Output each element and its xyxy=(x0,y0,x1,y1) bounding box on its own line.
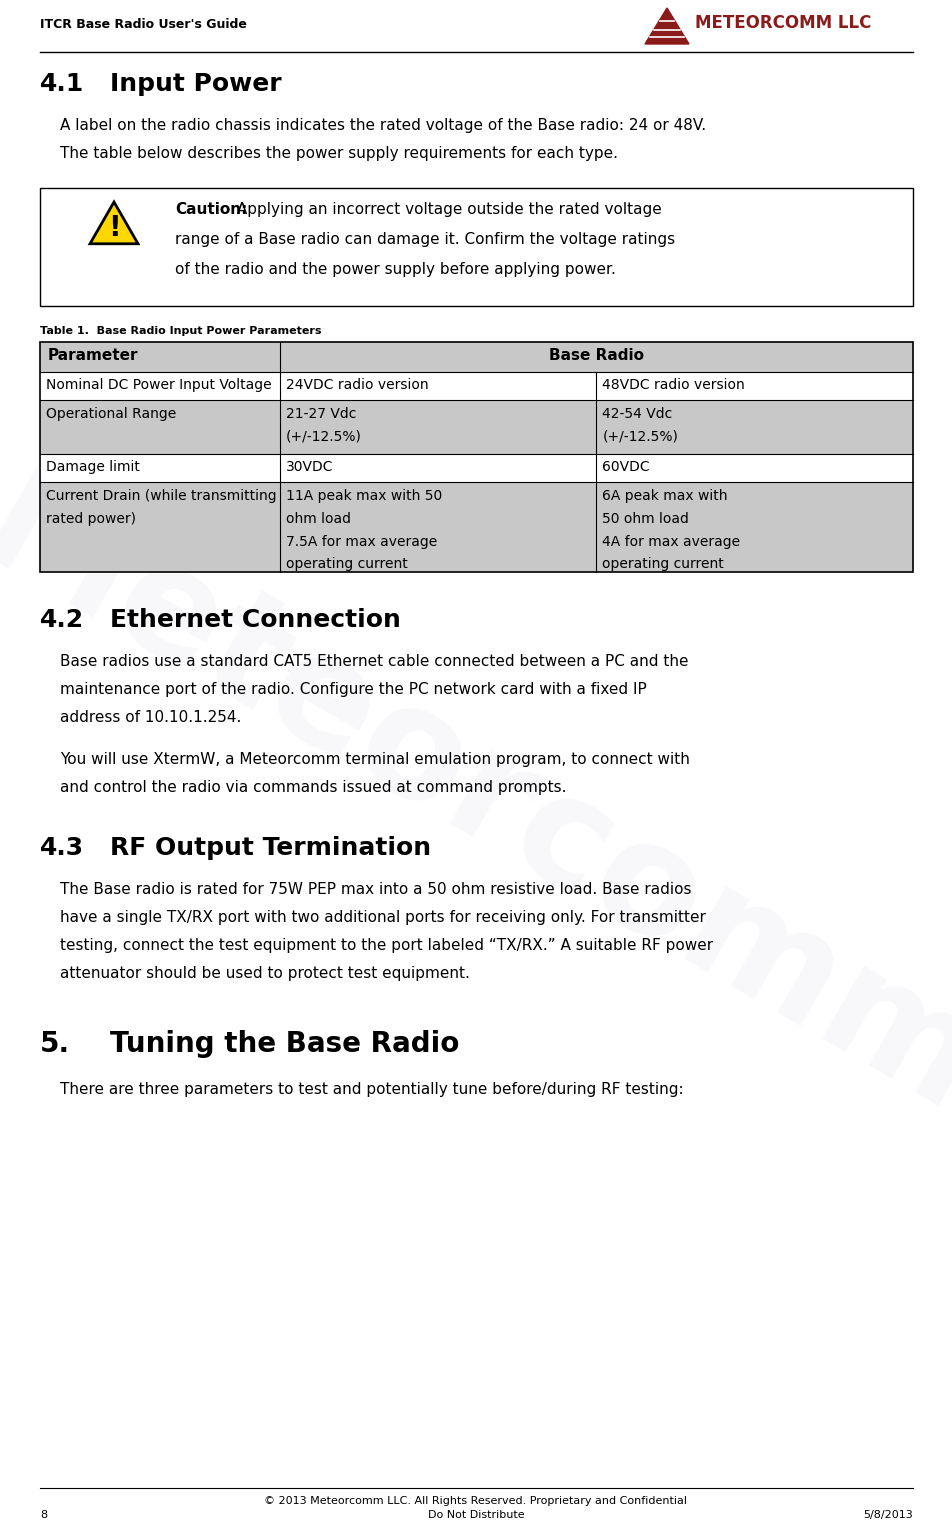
Text: 24VDC radio version: 24VDC radio version xyxy=(286,378,428,392)
Text: 4.3: 4.3 xyxy=(40,835,84,860)
Text: 6A peak max with
50 ohm load
4A for max average
operating current: 6A peak max with 50 ohm load 4A for max … xyxy=(602,490,740,571)
FancyBboxPatch shape xyxy=(280,454,596,482)
Text: Table 1.  Base Radio Input Power Parameters: Table 1. Base Radio Input Power Paramete… xyxy=(40,326,321,337)
Text: Damage limit: Damage limit xyxy=(46,461,140,474)
FancyBboxPatch shape xyxy=(40,482,280,572)
Text: Base radios use a standard CAT5 Ethernet cable connected between a PC and the: Base radios use a standard CAT5 Ethernet… xyxy=(60,653,687,669)
FancyBboxPatch shape xyxy=(40,399,280,454)
Text: 5/8/2013: 5/8/2013 xyxy=(863,1510,912,1519)
Text: 30VDC: 30VDC xyxy=(286,461,333,474)
FancyBboxPatch shape xyxy=(596,454,912,482)
FancyBboxPatch shape xyxy=(280,343,912,372)
Text: attenuator should be used to protect test equipment.: attenuator should be used to protect tes… xyxy=(60,965,469,981)
Text: The table below describes the power supply requirements for each type.: The table below describes the power supp… xyxy=(60,145,617,161)
Text: Meteorcomm: Meteorcomm xyxy=(0,454,952,1146)
FancyBboxPatch shape xyxy=(280,482,596,572)
FancyBboxPatch shape xyxy=(40,188,912,306)
FancyBboxPatch shape xyxy=(40,454,280,482)
Text: Tuning the Base Radio: Tuning the Base Radio xyxy=(109,1030,459,1059)
Polygon shape xyxy=(645,8,688,44)
Text: A label on the radio chassis indicates the rated voltage of the Base radio: 24 o: A label on the radio chassis indicates t… xyxy=(60,118,705,133)
FancyBboxPatch shape xyxy=(596,399,912,454)
Text: 60VDC: 60VDC xyxy=(602,461,649,474)
Text: maintenance port of the radio. Configure the PC network card with a fixed IP: maintenance port of the radio. Configure… xyxy=(60,682,646,698)
Text: testing, connect the test equipment to the port labeled “TX/RX.” A suitable RF p: testing, connect the test equipment to t… xyxy=(60,938,712,953)
Text: The Base radio is rated for 75W PEP max into a 50 ohm resistive load. Base radio: The Base radio is rated for 75W PEP max … xyxy=(60,881,691,897)
Text: Nominal DC Power Input Voltage: Nominal DC Power Input Voltage xyxy=(46,378,271,392)
FancyBboxPatch shape xyxy=(280,372,596,399)
FancyBboxPatch shape xyxy=(40,343,280,372)
Text: ITCR Base Radio User's Guide: ITCR Base Radio User's Guide xyxy=(40,18,247,31)
Text: Do Not Distribute: Do Not Distribute xyxy=(427,1510,524,1519)
Text: 8: 8 xyxy=(40,1510,47,1519)
FancyBboxPatch shape xyxy=(40,372,280,399)
FancyBboxPatch shape xyxy=(596,482,912,572)
Text: There are three parameters to test and potentially tune before/during RF testing: There are three parameters to test and p… xyxy=(60,1082,683,1097)
FancyBboxPatch shape xyxy=(280,399,596,454)
Text: 5.: 5. xyxy=(40,1030,70,1059)
Text: have a single TX/RX port with two additional ports for receiving only. For trans: have a single TX/RX port with two additi… xyxy=(60,910,705,926)
Text: Applying an incorrect voltage outside the rated voltage: Applying an incorrect voltage outside th… xyxy=(231,202,661,217)
Text: Base Radio: Base Radio xyxy=(548,347,644,363)
Text: Operational Range: Operational Range xyxy=(46,407,176,421)
Text: !: ! xyxy=(108,214,120,242)
Text: METEORCOMM LLC: METEORCOMM LLC xyxy=(694,14,870,32)
Text: of the radio and the power supply before applying power.: of the radio and the power supply before… xyxy=(175,262,615,277)
Text: 11A peak max with 50
ohm load
7.5A for max average
operating current: 11A peak max with 50 ohm load 7.5A for m… xyxy=(286,490,442,571)
Text: RF Output Termination: RF Output Termination xyxy=(109,835,430,860)
Text: Caution:: Caution: xyxy=(175,202,248,217)
Text: range of a Base radio can damage it. Confirm the voltage ratings: range of a Base radio can damage it. Con… xyxy=(175,233,674,246)
Text: Parameter: Parameter xyxy=(48,347,138,363)
Text: 4.1: 4.1 xyxy=(40,72,84,96)
Text: Input Power: Input Power xyxy=(109,72,282,96)
Text: 48VDC radio version: 48VDC radio version xyxy=(602,378,744,392)
Text: You will use XtermW, a Meteorcomm terminal emulation program, to connect with: You will use XtermW, a Meteorcomm termin… xyxy=(60,753,689,767)
Text: 42-54 Vdc
(+/-12.5%): 42-54 Vdc (+/-12.5%) xyxy=(602,407,678,444)
Text: 21-27 Vdc
(+/-12.5%): 21-27 Vdc (+/-12.5%) xyxy=(286,407,362,444)
Text: Current Drain (while transmitting
rated power): Current Drain (while transmitting rated … xyxy=(46,490,276,526)
Text: address of 10.10.1.254.: address of 10.10.1.254. xyxy=(60,710,241,725)
Text: 4.2: 4.2 xyxy=(40,607,84,632)
Text: Ethernet Connection: Ethernet Connection xyxy=(109,607,401,632)
Text: and control the radio via commands issued at command prompts.: and control the radio via commands issue… xyxy=(60,780,565,796)
FancyBboxPatch shape xyxy=(596,372,912,399)
Polygon shape xyxy=(89,202,138,243)
Text: © 2013 Meteorcomm LLC. All Rights Reserved. Proprietary and Confidential: © 2013 Meteorcomm LLC. All Rights Reserv… xyxy=(265,1496,686,1506)
